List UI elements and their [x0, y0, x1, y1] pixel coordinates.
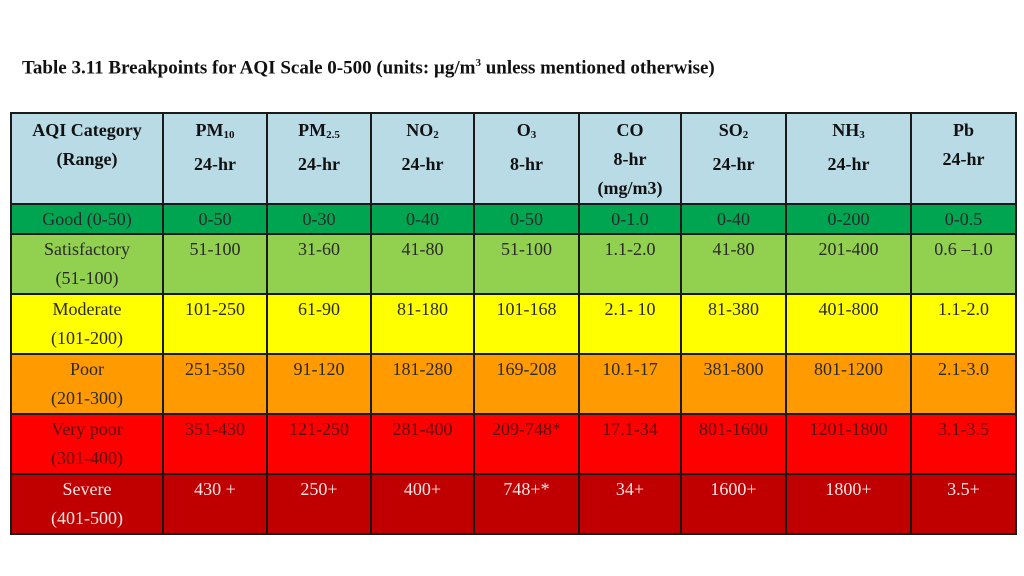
column-header: PM2.5 24-hr [266, 112, 372, 205]
breakpoint-cell: 17.1-34 [578, 413, 682, 475]
breakpoint-cell: 209-748* [473, 413, 580, 475]
category-cell: Satisfactory (51-100) [10, 233, 164, 295]
table-row: Severe (401-500) 430 +250+ 400+ 748+* 34+ 1600… [10, 473, 1017, 535]
breakpoint-cell: 3.1-3.5 [910, 413, 1017, 475]
breakpoint-cell: 10.1-17 [578, 353, 682, 415]
table-row: Moderate (101-200) 101-250 61-90 81-180 101-1… [10, 293, 1017, 355]
breakpoint-cell: 2.1-3.0 [910, 353, 1017, 415]
breakpoint-cell: 61-90 [266, 293, 372, 355]
breakpoint-cell: 51-100 [473, 233, 580, 295]
aqi-breakpoints-table: AQI Category (Range) PM10 24-hr PM2.5 24-hr NO… [10, 112, 1017, 535]
breakpoint-cell: 748+* [473, 473, 580, 535]
breakpoint-cell: 101-250 [162, 293, 268, 355]
breakpoint-cell: 0-0.5 [910, 203, 1017, 235]
category-cell: Very poor (301-400) [10, 413, 164, 475]
breakpoint-cell: 121-250 [266, 413, 372, 475]
table-row: Good (0-50) 0-50 0-30 0-40 0-50 0-1.0 0-40 0-20… [10, 203, 1017, 235]
table-row: Very poor (301-400) 351-430 121-250 281-400 2… [10, 413, 1017, 475]
breakpoint-cell: 401-800 [785, 293, 912, 355]
breakpoint-cell: 3.5+ [910, 473, 1017, 535]
column-header: SO2 24-hr [680, 112, 787, 205]
breakpoint-cell: 34+ [578, 473, 682, 535]
breakpoint-cell: 0-40 [680, 203, 787, 235]
breakpoint-cell: 181-280 [370, 353, 475, 415]
breakpoint-cell: 381-800 [680, 353, 787, 415]
breakpoint-cell: 251-350 [162, 353, 268, 415]
column-header: NO2 24-hr [370, 112, 475, 205]
breakpoint-cell: 0-30 [266, 203, 372, 235]
breakpoint-cell: 0-50 [162, 203, 268, 235]
breakpoint-cell: 169-208 [473, 353, 580, 415]
breakpoint-cell: 0-40 [370, 203, 475, 235]
breakpoint-cell: 0-50 [473, 203, 580, 235]
breakpoint-cell: 31-60 [266, 233, 372, 295]
breakpoint-cell: 1201-1800 [785, 413, 912, 475]
breakpoint-cell: 801-1600 [680, 413, 787, 475]
breakpoint-cell: 801-1200 [785, 353, 912, 415]
breakpoint-cell: 41-80 [370, 233, 475, 295]
table-row: Satisfactory (51-100) 51-100 31-60 41-80 51-1… [10, 233, 1017, 295]
breakpoint-cell: 1800+ [785, 473, 912, 535]
table-title: Table 3.11 Breakpoints for AQI Scale 0-5… [22, 57, 715, 79]
column-header: Pb 24-hr [910, 112, 1017, 205]
table-row: Poor (201-300) 251-350 91-120 181-280 169-208… [10, 353, 1017, 415]
column-header: AQI Category (Range) [10, 112, 164, 205]
column-header: PM10 24-hr [162, 112, 268, 205]
breakpoint-cell: 0-1.0 [578, 203, 682, 235]
breakpoint-cell: 1.1-2.0 [910, 293, 1017, 355]
breakpoint-cell: 101-168 [473, 293, 580, 355]
breakpoint-cell: 400+ [370, 473, 475, 535]
breakpoint-cell: 91-120 [266, 353, 372, 415]
breakpoint-cell: 351-430 [162, 413, 268, 475]
breakpoint-cell: 81-180 [370, 293, 475, 355]
breakpoint-cell: 201-400 [785, 233, 912, 295]
breakpoint-cell: 2.1- 10 [578, 293, 682, 355]
column-header: O3 8-hr [473, 112, 580, 205]
breakpoint-cell: 1.1-2.0 [578, 233, 682, 295]
breakpoint-cell: 250+ [266, 473, 372, 535]
column-header: NH3 24-hr [785, 112, 912, 205]
breakpoint-cell: 430 + [162, 473, 268, 535]
breakpoint-cell: 0-200 [785, 203, 912, 235]
category-cell: Poor (201-300) [10, 353, 164, 415]
category-cell: Moderate (101-200) [10, 293, 164, 355]
breakpoint-cell: 281-400 [370, 413, 475, 475]
breakpoint-cell: 41-80 [680, 233, 787, 295]
category-cell: Severe (401-500) [10, 473, 164, 535]
column-header: CO 8-hr (mg/m3) [578, 112, 682, 205]
category-cell: Good (0-50) [10, 203, 164, 235]
header-row: AQI Category (Range) PM10 24-hr PM2.5 24-hr NO… [10, 112, 1017, 205]
breakpoint-cell: 1600+ [680, 473, 787, 535]
breakpoint-cell: 81-380 [680, 293, 787, 355]
breakpoint-cell: 0.6 –1.0 [910, 233, 1017, 295]
breakpoint-cell: 51-100 [162, 233, 268, 295]
